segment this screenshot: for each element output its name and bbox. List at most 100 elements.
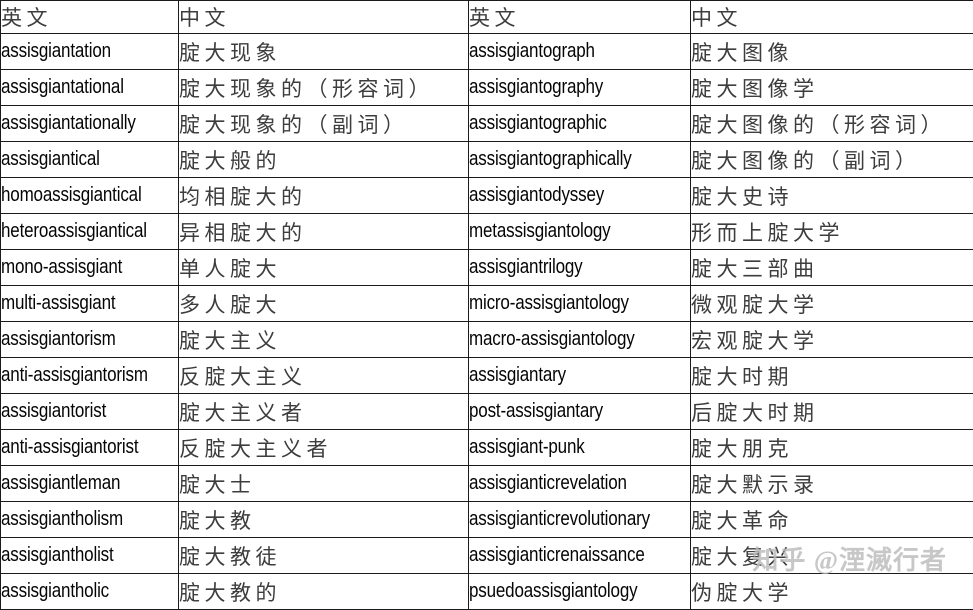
cell-english-term: anti-assisgiantorism [1,358,179,394]
cell-english-term: assisgiantodyssey [469,178,691,214]
cell-english-term: assisgiantical [1,142,179,178]
cell-english-term: assisgiantography [469,70,691,106]
cell-chinese-translation: 腚大朋克 [691,430,973,466]
english-term-text: assisgiantationally [1,112,136,135]
english-term-text: multi-assisgiant [1,292,115,315]
cell-english-term: assisgianticrevelation [469,466,691,502]
cell-english-term: assisgiantholism [1,502,179,538]
cell-chinese-translation: 反腚大主义者 [179,430,469,466]
cell-english-term: assisgianticrenaissance [469,538,691,574]
cell-english-term: metassisgiantology [469,214,691,250]
cell-chinese-translation: 腚大教 [179,502,469,538]
cell-english-term: assisgiantograph [469,34,691,70]
english-term-text: psuedoassisgiantology [469,580,637,603]
cell-chinese-translation: 微观腚大学 [691,286,973,322]
cell-english-term: assisgiantographic [469,106,691,142]
cell-english-term: assisgiantholist [1,538,179,574]
english-term-text: assisgiant-punk [469,436,585,459]
cell-chinese-translation: 单人腚大 [179,250,469,286]
cell-english-term: assisgiantary [469,358,691,394]
cell-chinese-translation: 腚大图像的（形容词） [691,106,973,142]
cell-chinese-translation: 反腚大主义 [179,358,469,394]
cell-english-term: macro-assisgiantology [469,322,691,358]
cell-chinese-translation: 腚大默示录 [691,466,973,502]
english-term-text: assisgiantograph [469,40,595,63]
cell-chinese-translation: 腚大主义者 [179,394,469,430]
english-term-text: assisgiantography [469,76,603,99]
english-term-text: assisgiantation [1,40,111,63]
cell-chinese-translation: 腚大现象 [179,34,469,70]
english-term-text: assisgiantrilogy [469,256,583,279]
cell-english-term: assisgiantation [1,34,179,70]
english-term-text: homoassisgiantical [1,184,142,207]
cell-chinese-translation: 腚大主义 [179,322,469,358]
english-term-text: assisgiantorism [1,328,116,351]
column-header-chinese-2: 中文 [691,1,973,34]
cell-english-term: assisgiantorism [1,322,179,358]
english-term-text: assisgiantational [1,76,124,99]
cell-chinese-translation: 腚大士 [179,466,469,502]
english-term-text: assisgianticrenaissance [469,544,645,567]
english-term-text: anti-assisgiantorist [1,436,138,459]
cell-english-term: assisgiantographically [469,142,691,178]
english-term-text: micro-assisgiantology [469,292,629,315]
english-term-text: assisgianticrevelation [469,472,627,495]
cell-english-term: assisgiant-punk [469,430,691,466]
english-term-text: assisgiantographically [469,148,632,171]
cell-english-term: psuedoassisgiantology [469,574,691,610]
cell-chinese-translation: 腚大图像的（副词） [691,142,973,178]
table-row: assisgiantational 腚大现象的（形容词）assisgiantogr… [1,70,973,106]
english-term-text: assisgiantodyssey [469,184,604,207]
cell-chinese-translation: 腚大教的 [179,574,469,610]
cell-english-term: assisgiantleman [1,466,179,502]
cell-english-term: assisgiantrilogy [469,250,691,286]
cell-english-term: heteroassisgiantical [1,214,179,250]
cell-english-term: post-assisgiantary [469,394,691,430]
cell-chinese-translation: 腚大图像学 [691,70,973,106]
english-term-text: assisgiantary [469,364,566,387]
english-term-text: assisgianticrevolutionary [469,508,650,531]
column-header-english-1: 英文 [1,1,179,34]
english-term-text: assisgiantholic [1,580,109,603]
cell-chinese-translation: 腚大史诗 [691,178,973,214]
column-header-chinese-1: 中文 [179,1,469,34]
cell-chinese-translation: 腚大时期 [691,358,973,394]
english-term-text: metassisgiantology [469,220,611,243]
english-term-text: anti-assisgiantorism [1,364,148,387]
english-term-text: mono-assisgiant [1,256,122,279]
english-term-text: assisgiantical [1,148,100,171]
cell-chinese-translation: 腚大教徒 [179,538,469,574]
cell-english-term: micro-assisgiantology [469,286,691,322]
cell-chinese-translation: 腚大三部曲 [691,250,973,286]
cell-english-term: assisgiantationally [1,106,179,142]
cell-chinese-translation: 腚大般的 [179,142,469,178]
cell-chinese-translation: 腚大现象的（形容词） [179,70,469,106]
cell-chinese-translation: 宏观腚大学 [691,322,973,358]
table-header: 英文 中文 英文 中文 [1,1,973,34]
cell-english-term: homoassisgiantical [1,178,179,214]
english-term-text: assisgiantholism [1,508,123,531]
english-term-text: post-assisgiantary [469,400,603,423]
cell-english-term: mono-assisgiant [1,250,179,286]
cell-english-term: anti-assisgiantorist [1,430,179,466]
english-term-text: assisgiantorist [1,400,106,423]
cell-chinese-translation: 形而上腚大学 [691,214,973,250]
header-row: 英文 中文 英文 中文 [1,1,973,34]
column-header-english-2: 英文 [469,1,691,34]
cell-chinese-translation: 腚大革命 [691,502,973,538]
cell-chinese-translation: 伪腚大学 [691,574,973,610]
